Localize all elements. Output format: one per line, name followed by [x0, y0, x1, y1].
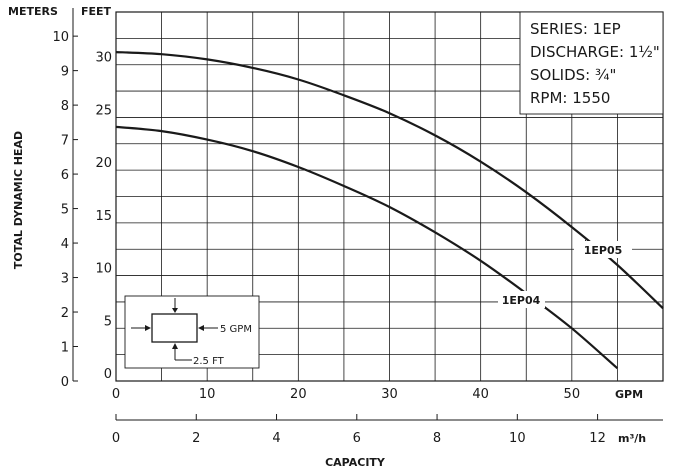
y-unit-feet: FEET: [81, 5, 112, 18]
plot-frame: [115, 11, 664, 382]
feet-tick-label: 5: [104, 314, 112, 329]
gpm-axis: 0 10 20 30 40 50: [112, 387, 580, 402]
inset-ft-label: 2.5 FT: [193, 356, 225, 367]
label-bg-1ep05: [574, 241, 632, 258]
label-1ep05: 1EP05: [584, 244, 623, 257]
gpm-tick-label: 40: [472, 387, 489, 402]
feet-tick-label: 30: [95, 51, 112, 66]
m3h-axis: 0 2 4 6 8 10 12: [112, 414, 663, 446]
meters-axis: 0 1 2 3 4 5 6 7 8 9 10: [52, 8, 78, 390]
inset-box: [124, 295, 260, 369]
gpm-tick-label: 10: [199, 387, 216, 402]
m3h-tick-label: 12: [589, 431, 606, 446]
meters-tick-label: 0: [61, 375, 69, 390]
info-series: SERIES: 1EP: [530, 20, 621, 38]
feet-tick-label: 20: [95, 156, 112, 171]
y-axis-title: TOTAL DYNAMIC HEAD: [12, 131, 25, 269]
meters-tick-label: 4: [61, 237, 69, 252]
meters-tick-label: 1: [61, 341, 69, 356]
curves: 1EP05 1EP04: [115, 51, 664, 370]
meters-tick-label: 9: [61, 65, 69, 80]
x-axis-title: CAPACITY: [325, 456, 386, 469]
feet-tick-label: 15: [95, 209, 112, 224]
meters-tick-label: 3: [61, 272, 69, 287]
inset-arrowhead-bottom: [172, 343, 178, 349]
label-bg-1ep04: [498, 291, 545, 308]
inset-arrowhead-left: [145, 325, 151, 331]
label-1ep04: 1EP04: [502, 294, 541, 307]
meters-tick-label: 2: [61, 306, 69, 321]
meters-tick-label: 10: [52, 30, 69, 45]
info-rpm: RPM: 1550: [530, 89, 610, 107]
gpm-tick-label: 20: [290, 387, 307, 402]
inset-pump-box: [151, 313, 198, 343]
meters-tick-label: 7: [61, 134, 69, 149]
y-unit-meters: METERS: [8, 5, 58, 18]
m3h-tick-label: 4: [272, 431, 280, 446]
gpm-tick-label: 30: [381, 387, 398, 402]
feet-tick-label: 10: [95, 262, 112, 277]
info-discharge: DISCHARGE: 1½": [530, 43, 660, 61]
gpm-tick-label: 50: [564, 387, 581, 402]
inset-diagram: 5 GPM 2.5 FT: [124, 295, 260, 369]
x-unit-gpm: GPM: [615, 388, 643, 401]
meters-tick-label: 6: [61, 168, 69, 183]
feet-tick-label: 0: [104, 367, 112, 382]
info-box: [519, 11, 664, 115]
info-solids: SOLIDS: ¾": [530, 66, 616, 84]
curve-1ep05: [115, 51, 664, 310]
m3h-tick-label: 0: [112, 431, 120, 446]
gpm-tick-label: 0: [112, 387, 120, 402]
m3h-tick-label: 10: [509, 431, 526, 446]
inset-arrowhead-top: [172, 308, 178, 313]
feet-axis: 0 5 10 15 20 25 30: [95, 51, 112, 382]
meters-tick-label: 5: [61, 203, 69, 218]
inset-gpm-label: 5 GPM: [220, 324, 252, 335]
m3h-tick-label: 8: [433, 431, 441, 446]
feet-tick-label: 25: [95, 103, 112, 118]
x-unit-m3h: m³/h: [618, 432, 646, 445]
m3h-tick-label: 2: [192, 431, 200, 446]
meters-tick-label: 8: [61, 99, 69, 114]
m3h-tick-label: 6: [353, 431, 361, 446]
inset-arrowhead-right: [198, 325, 204, 331]
